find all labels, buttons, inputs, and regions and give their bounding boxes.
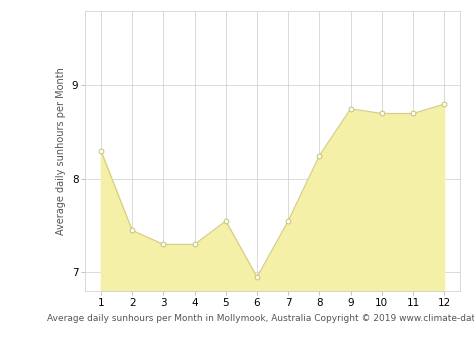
Point [253,274,261,280]
Point [128,228,136,233]
Point [440,101,448,107]
Point [160,241,167,247]
Y-axis label: Average daily sunhours per Month: Average daily sunhours per Month [56,67,66,235]
Point [409,111,417,116]
Point [316,153,323,158]
Point [378,111,385,116]
X-axis label: Average daily sunhours per Month in Mollymook, Australia Copyright © 2019 www.cl: Average daily sunhours per Month in Moll… [47,313,474,323]
Point [97,148,105,154]
Point [347,106,355,112]
Point [222,218,229,224]
Point [191,241,198,247]
Point [284,218,292,224]
